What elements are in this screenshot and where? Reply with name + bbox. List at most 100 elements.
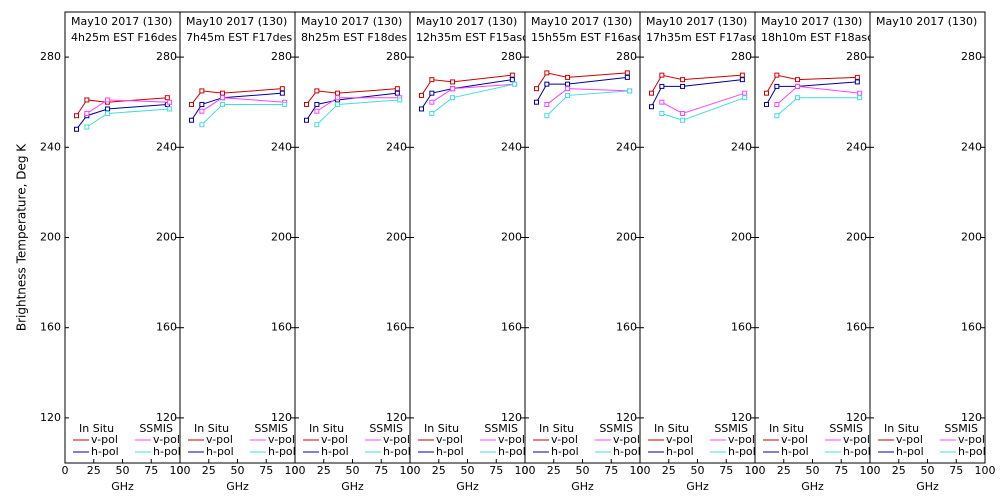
legend-label: v-pol	[728, 433, 755, 446]
legend-title: In Situ	[884, 422, 919, 435]
data-point	[774, 72, 780, 78]
x-tick-label: 75	[259, 464, 273, 477]
legend-label: h-pol	[91, 445, 119, 458]
y-tick-label: 240	[501, 140, 522, 153]
y-tick-label: 280	[961, 50, 982, 63]
panel-subtitle: 12h35m EST F15asc	[416, 31, 528, 44]
y-tick-label: 280	[846, 50, 867, 63]
panel-header: May10 2017 (130) 17h35m EST F17asc	[646, 15, 755, 44]
y-tick-label: 280	[386, 50, 407, 63]
data-point	[795, 83, 801, 89]
legend-title: SSMIS	[254, 422, 288, 435]
data-point	[199, 101, 205, 107]
y-tick-label: 160	[40, 321, 61, 334]
legend-label: v-pol	[153, 433, 180, 446]
panel-title: May10 2017 (130)	[761, 15, 862, 28]
data-point	[795, 95, 801, 101]
data-point	[74, 126, 79, 132]
legend-title: SSMIS	[139, 422, 173, 435]
series-line	[191, 92, 283, 121]
legend-label: v-pol	[896, 433, 923, 446]
x-axis-label: GHz	[111, 480, 134, 493]
legend-title: In Situ	[539, 422, 574, 435]
x-tick-label: 100	[400, 464, 421, 477]
panel-subtitle: 8h25m EST F18des	[301, 31, 407, 44]
data-point	[429, 90, 435, 96]
legend-label: h-pol	[896, 445, 924, 458]
data-point	[314, 101, 320, 107]
data-point	[105, 110, 111, 116]
data-point	[659, 110, 665, 116]
y-tick-label: 160	[961, 321, 982, 334]
y-tick-label: 240	[156, 140, 177, 153]
data-point	[544, 113, 550, 119]
y-tick-label: 120	[40, 411, 61, 424]
data-point	[624, 74, 630, 80]
data-point	[565, 81, 571, 87]
data-point	[199, 122, 205, 128]
x-tick-label: 75	[949, 464, 963, 477]
legend-label: v-pol	[551, 433, 578, 446]
x-tick-label: 0	[522, 464, 529, 477]
x-axis-label: GHz	[801, 480, 824, 493]
legend-label: v-pol	[781, 433, 808, 446]
legend-title: In Situ	[769, 422, 804, 435]
legend-label: h-pol	[436, 445, 464, 458]
series-line	[766, 74, 858, 94]
legend-label: v-pol	[383, 433, 410, 446]
legend-title: SSMIS	[369, 422, 403, 435]
x-tick-label: 0	[867, 464, 874, 477]
data-point	[857, 90, 863, 96]
x-axis-label: GHz	[341, 480, 364, 493]
legend-title: In Situ	[424, 422, 459, 435]
x-tick-label: 50	[576, 464, 590, 477]
y-tick-label: 200	[40, 231, 61, 244]
legend-title: In Situ	[79, 422, 114, 435]
data-point	[854, 79, 860, 85]
data-point	[680, 77, 686, 83]
data-point	[429, 77, 435, 83]
data-point	[857, 95, 863, 101]
data-point	[659, 72, 665, 78]
series-line	[536, 76, 628, 103]
y-tick-label: 160	[156, 321, 177, 334]
y-tick-label: 280	[731, 50, 752, 63]
data-point	[627, 88, 633, 94]
data-point	[742, 95, 748, 101]
x-tick-label: 25	[662, 464, 676, 477]
x-tick-label: 75	[489, 464, 503, 477]
series-line	[191, 88, 283, 105]
data-point	[105, 106, 111, 112]
legend-label: v-pol	[321, 433, 348, 446]
data-point	[394, 90, 400, 96]
y-tick-label: 280	[40, 50, 61, 63]
y-tick-label: 200	[271, 231, 292, 244]
legend-label: v-pol	[91, 433, 118, 446]
panel-header: May10 2017 (130) 4h25m EST F16des	[71, 15, 177, 44]
data-point	[450, 86, 456, 92]
x-tick-label: 50	[346, 464, 360, 477]
y-tick-label: 120	[271, 411, 292, 424]
data-point	[394, 86, 400, 92]
panel-header: May10 2017 (130) 8h25m EST F18des	[301, 15, 407, 44]
data-point	[397, 97, 403, 103]
data-point	[84, 97, 90, 103]
y-tick-label: 120	[501, 411, 522, 424]
data-point	[534, 99, 539, 105]
data-point	[335, 90, 341, 96]
x-tick-label: 100	[515, 464, 536, 477]
y-tick-label: 120	[731, 411, 752, 424]
x-tick-label: 100	[285, 464, 306, 477]
data-point	[220, 101, 226, 107]
legend-label: v-pol	[498, 433, 525, 446]
data-point	[282, 101, 288, 107]
data-point	[509, 77, 515, 83]
panel-header: May10 2017 (130) 7h45m EST F17des	[186, 15, 292, 44]
y-tick-label: 240	[846, 140, 867, 153]
data-point	[544, 101, 550, 107]
y-tick-label: 240	[961, 140, 982, 153]
legend-label: h-pol	[551, 445, 579, 458]
data-point	[512, 81, 518, 87]
data-point	[680, 110, 686, 116]
y-tick-label: 160	[616, 321, 637, 334]
